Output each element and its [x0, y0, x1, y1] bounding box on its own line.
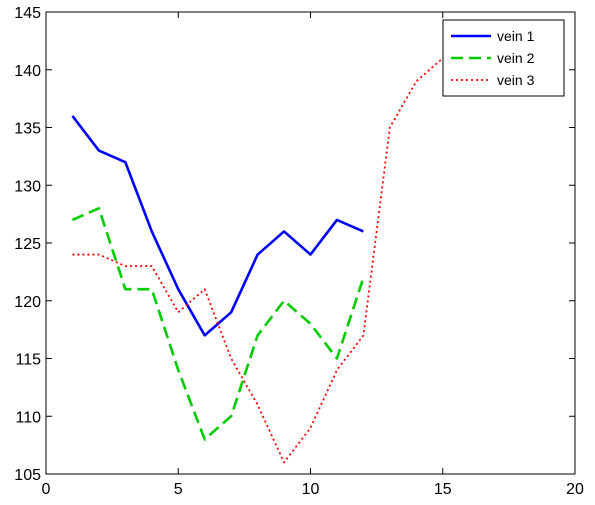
series-line-2: [71, 207, 365, 441]
legend-box: [442, 19, 565, 97]
legend-label-1: vein 1: [497, 28, 535, 44]
y-tick-label: 120: [14, 294, 41, 311]
x-tick-label: 10: [302, 481, 320, 498]
x-tick-label: 15: [434, 481, 452, 498]
legend: vein 1 vein 2 vein 3: [442, 19, 565, 97]
series-line-1: [71, 115, 364, 337]
x-tick-label: 0: [42, 481, 51, 498]
series-layer: [71, 45, 470, 464]
x-tick-label: 5: [174, 481, 183, 498]
y-tick-label: 145: [14, 5, 41, 22]
x-tick-label: 20: [566, 481, 584, 498]
y-tick-label: 135: [14, 121, 41, 138]
y-tick-label: 130: [14, 178, 41, 195]
x-axis-ticks: 0 5 10 15 20: [42, 12, 584, 498]
y-tick-label: 140: [14, 63, 41, 80]
y-tick-label: 115: [15, 352, 41, 369]
y-tick-label: 125: [14, 236, 41, 253]
y-tick-label: 110: [15, 409, 41, 426]
y-tick-label: 105: [14, 467, 41, 484]
y-axis-ticks: 105 110 115 120 125 130 135 140 145: [14, 5, 575, 484]
legend-label-3: vein 3: [497, 72, 535, 88]
legend-label-2: vein 2: [497, 50, 535, 66]
